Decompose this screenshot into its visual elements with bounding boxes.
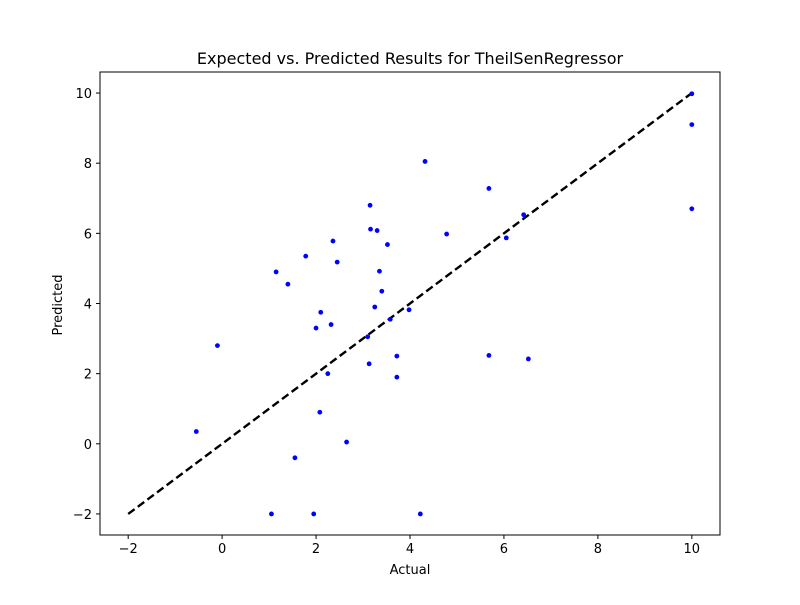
x-axis-label: Actual [390,563,431,578]
data-point [325,371,331,377]
data-point [285,281,291,287]
data-point [503,235,509,241]
data-point [366,361,372,367]
data-point [394,374,400,380]
data-point [344,439,349,445]
data-point [521,212,527,218]
x-tick-label: 6 [500,542,508,557]
data-point [689,206,695,212]
y-tick-label: −2 [73,508,92,523]
y-tick-label: 4 [84,298,92,313]
y-axis-label: Predicted [51,274,66,335]
x-tick-label: 4 [406,542,414,557]
data-point [303,253,309,259]
data-point [292,455,298,461]
x-tick-label: 2 [312,542,320,557]
x-tick-label: 0 [218,542,226,557]
data-point [273,269,279,275]
data-point [385,242,390,247]
y-tick-label: 10 [75,87,92,102]
data-point [365,334,371,340]
y-tick-label: 0 [84,438,92,453]
data-point [379,288,385,294]
data-point [525,356,531,362]
data-point [417,511,423,517]
x-tick-label: 8 [594,542,602,557]
data-point [374,228,380,233]
data-point [368,226,373,232]
y-tick-label: 6 [84,227,92,242]
data-point [334,259,340,265]
data-point [269,511,274,517]
data-point [394,353,400,359]
data-point [689,122,695,128]
data-point [406,307,412,313]
data-point [215,343,220,348]
x-tick-label: 10 [684,542,701,557]
data-point [317,409,323,415]
data-point [387,316,393,322]
points-layer [193,91,695,517]
reference-line-layer [127,92,693,515]
data-point [377,268,382,274]
data-point [372,304,378,310]
data-point [328,322,334,327]
data-point [689,91,695,97]
data-point [486,186,492,191]
data-point [444,231,450,237]
axes-layer: −2 0 2 4 6 8 10 −2 0 2 4 6 8 10 [73,71,721,557]
data-point [193,429,199,434]
y-tick-label: 2 [84,368,92,383]
data-point [486,353,492,358]
chart-title: Expected vs. Predicted Results for Theil… [197,49,624,68]
data-point [313,325,319,331]
data-point [367,202,373,208]
reference-line [127,92,693,515]
y-tick-label: 8 [84,157,92,172]
data-point [311,511,317,517]
x-tick-label: −2 [119,542,138,557]
data-point [318,309,324,315]
data-point [422,159,428,164]
data-point [330,238,336,244]
